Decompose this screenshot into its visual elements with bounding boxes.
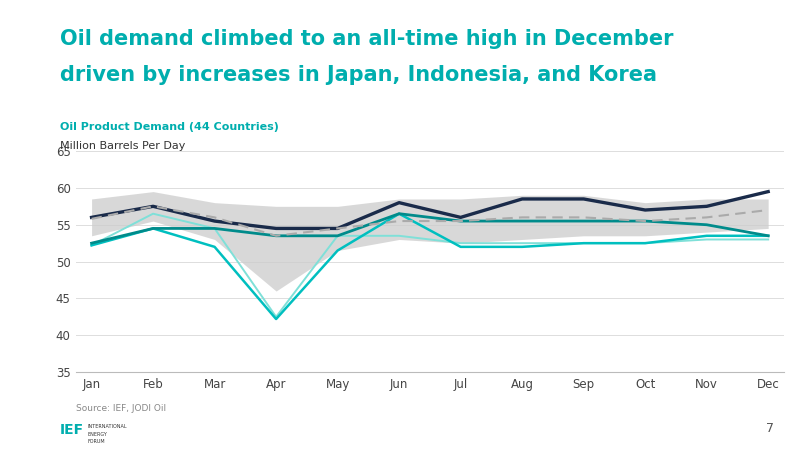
Text: Source: IEF, JODI Oil: Source: IEF, JODI Oil	[76, 404, 166, 413]
Text: driven by increases in Japan, Indonesia, and Korea: driven by increases in Japan, Indonesia,…	[60, 65, 657, 85]
Text: 7: 7	[766, 422, 774, 435]
Text: INTERNATIONAL: INTERNATIONAL	[87, 424, 127, 429]
Text: Oil Product Demand (44 Countries): Oil Product Demand (44 Countries)	[60, 122, 279, 132]
Text: Oil demand climbed to an all-time high in December: Oil demand climbed to an all-time high i…	[60, 29, 674, 49]
Text: ENERGY: ENERGY	[87, 432, 107, 437]
Text: Million Barrels Per Day: Million Barrels Per Day	[60, 141, 185, 151]
Text: FORUM: FORUM	[87, 439, 105, 444]
Text: IEF: IEF	[60, 423, 84, 437]
